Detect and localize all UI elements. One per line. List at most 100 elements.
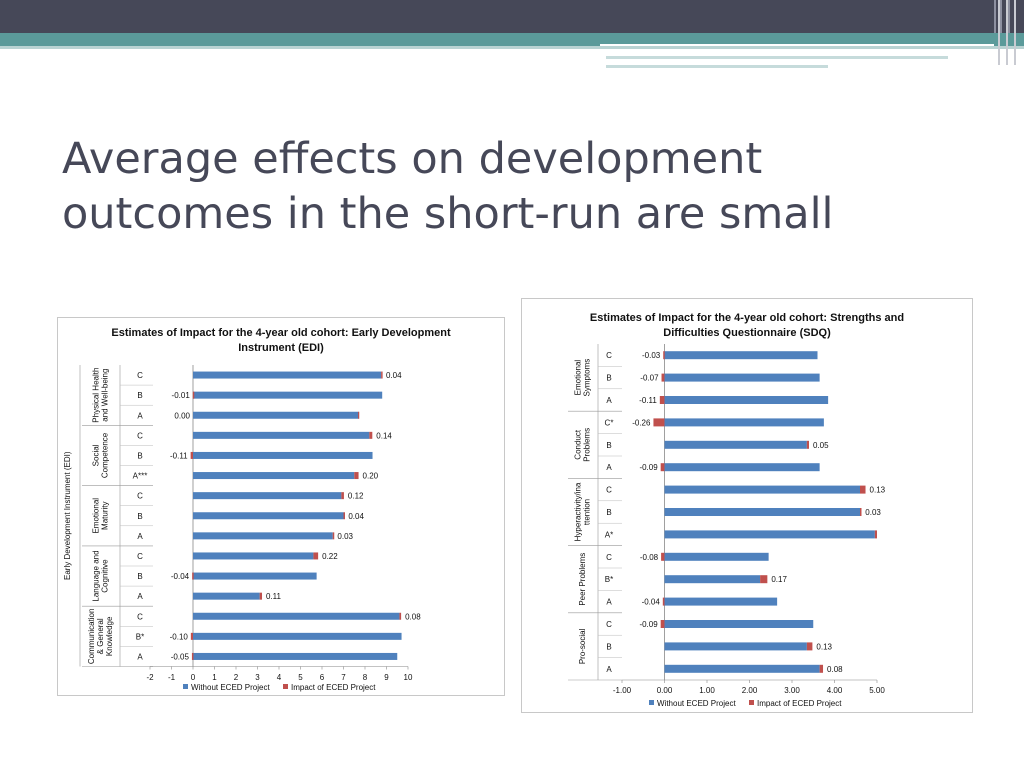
bar-impact	[190, 632, 193, 640]
bar-impact	[806, 642, 813, 651]
chart-title-line-2: Difficulties Questionnaire (SDQ)	[663, 327, 831, 339]
data-label: 0.04	[348, 512, 364, 521]
bar-impact	[191, 652, 194, 660]
data-label: 0.00	[174, 411, 190, 420]
bar-impact	[662, 597, 665, 606]
group-label: Physical Health	[92, 368, 101, 423]
group-label: and Well-being	[101, 369, 110, 422]
bar-impact	[192, 391, 195, 399]
bar-impact	[874, 530, 877, 539]
data-label: -0.09	[639, 463, 658, 472]
x-tick-label: -1	[168, 673, 176, 682]
bar-base	[193, 612, 400, 620]
header-stripe	[994, 0, 996, 33]
bar-impact	[653, 418, 665, 427]
data-label: -0.26	[632, 418, 651, 427]
bar-base	[664, 642, 807, 651]
row-label: B*	[136, 632, 144, 641]
bar-impact	[358, 411, 360, 419]
x-tick-label: 1.00	[699, 686, 715, 695]
data-label: 0.14	[376, 431, 392, 440]
group-label: Maturity	[101, 502, 110, 530]
data-label: -0.10	[170, 632, 189, 641]
bar-impact	[190, 451, 193, 459]
data-label: 0.12	[348, 492, 364, 501]
slide-title: Average effects on development outcomes …	[62, 132, 962, 242]
row-label: A	[606, 665, 612, 674]
data-label: -0.01	[172, 391, 191, 400]
data-label: 0.08	[405, 612, 421, 621]
bar-base	[664, 440, 807, 449]
header-accent-band	[0, 33, 1024, 46]
x-tick-label: 10	[404, 673, 413, 682]
row-label: B	[606, 374, 611, 383]
group-label: Language and	[92, 550, 101, 601]
x-tick-label: 8	[363, 673, 368, 682]
header-accent-line	[0, 46, 1024, 49]
x-tick-label: 2.00	[742, 686, 758, 695]
edi-chart-panel: Estimates of Impact for the 4-year old c…	[57, 317, 505, 696]
row-label: A	[606, 463, 612, 472]
header-stripe	[1008, 0, 1010, 33]
data-label: -0.04	[642, 598, 661, 607]
data-label: 0.20	[363, 472, 379, 481]
row-label: A	[137, 652, 143, 661]
x-tick-label: 4	[277, 673, 282, 682]
bar-impact	[660, 463, 665, 472]
x-tick-label: 9	[384, 673, 389, 682]
legend-label-without: Without ECED Project	[657, 699, 736, 708]
data-label: -0.03	[642, 351, 661, 360]
bar-impact	[860, 485, 866, 494]
bar-impact	[659, 396, 665, 404]
x-tick-label: 1	[212, 673, 217, 682]
data-label: -0.08	[640, 553, 659, 562]
bar-base	[664, 530, 875, 539]
x-tick-label: 5	[298, 673, 303, 682]
data-label: 0.13	[870, 486, 886, 495]
bar-impact	[313, 552, 319, 560]
group-label: Peer Problems	[578, 553, 587, 606]
bar-base	[193, 512, 344, 520]
row-label: C	[137, 371, 143, 380]
group-label: Pro-social	[578, 628, 587, 664]
x-tick-label: 7	[341, 673, 346, 682]
bar-impact	[259, 592, 263, 600]
row-label: B	[137, 391, 142, 400]
data-label: -0.11	[639, 396, 657, 405]
row-label: A	[606, 396, 612, 405]
sdq-chart: Estimates of Impact for the 4-year old c…	[568, 312, 904, 708]
legend-swatch-without	[649, 700, 654, 705]
data-label: -0.04	[171, 572, 190, 581]
x-tick-label: -2	[146, 673, 154, 682]
bar-base	[664, 418, 824, 427]
group-label: Emotional	[574, 360, 583, 396]
edi-chart: Estimates of Impact for the 4-year old c…	[63, 327, 451, 692]
row-label: C	[137, 552, 143, 561]
bar-impact	[660, 620, 665, 628]
bar-base	[664, 351, 818, 360]
group-label: Communication	[87, 609, 96, 665]
sdq-chart-panel: Estimates of Impact for the 4-year old c…	[521, 298, 973, 713]
legend-swatch-without	[183, 684, 188, 689]
bar-base	[664, 373, 820, 382]
row-label: A*	[605, 530, 613, 539]
data-label: 0.04	[386, 371, 402, 380]
data-label: 0.08	[827, 665, 843, 674]
data-label: -0.07	[640, 374, 659, 383]
bar-base	[193, 451, 373, 459]
bar-base	[193, 652, 398, 660]
row-label: A***	[133, 472, 148, 481]
row-label: A	[606, 598, 612, 607]
group-label: Competence	[101, 432, 110, 478]
row-label: C	[606, 486, 612, 495]
data-label: 0.22	[322, 552, 338, 561]
legend-swatch-impact	[283, 684, 288, 689]
bar-impact	[661, 552, 665, 561]
bar-impact	[343, 512, 345, 520]
data-label: -0.09	[639, 620, 658, 629]
legend-label-impact: Impact of ECED Project	[291, 683, 376, 692]
bar-impact	[332, 532, 335, 540]
slide-title-line-2: outcomes in the short-run are small	[62, 189, 834, 239]
data-label: 0.13	[816, 642, 832, 651]
bar-base	[664, 620, 814, 628]
